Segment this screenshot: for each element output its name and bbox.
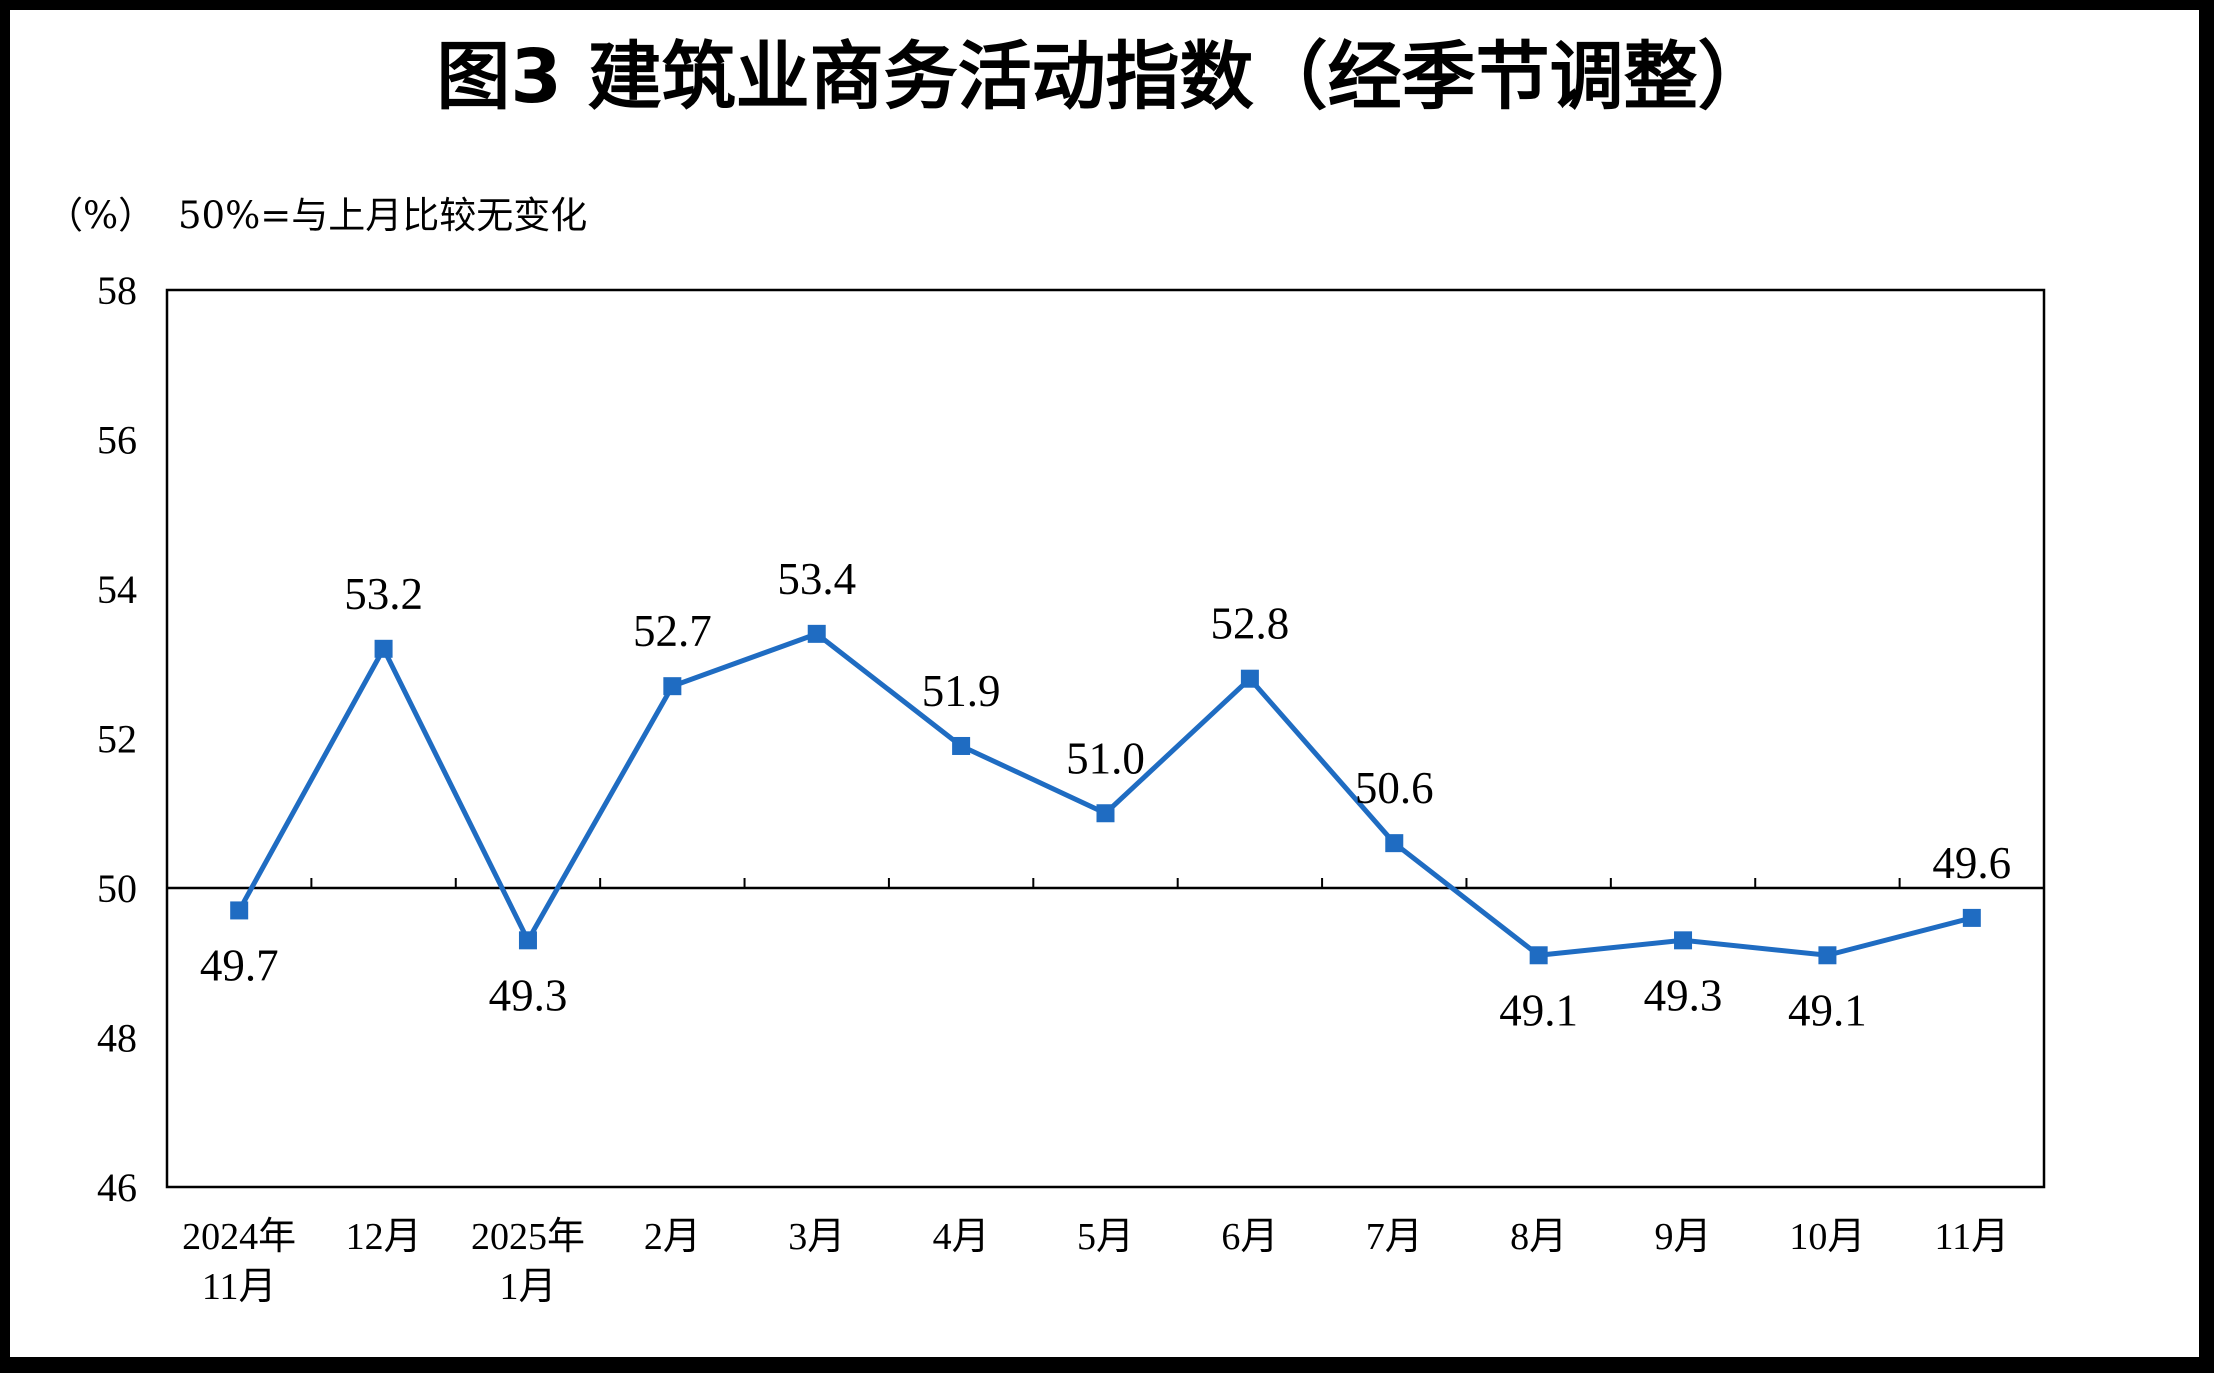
x-tick-label-line: 2024年 [182,1216,296,1258]
plot-area [165,288,2046,1189]
y-tick-label-52: 52 [97,717,137,762]
x-tick-label: 11月 [1935,1216,2010,1258]
y-axis-ticks: 46 48 50 52 54 56 58 [97,268,137,1210]
data-label: 49.1 [1788,985,1867,1035]
chart-svg: 图3 建筑业商务活动指数（经季节调整） （%） 50%=与上月比较无变化 464… [46,34,2046,1308]
x-tick-label-line: 4月 [933,1216,990,1258]
x-tick-label-line: 7月 [1366,1216,1423,1258]
data-point-marker [1962,908,1981,927]
y-tick-label-46: 46 [97,1165,137,1210]
y-tick-label-56: 56 [97,418,137,463]
data-point-marker [952,736,971,755]
data-label: 49.6 [1932,838,2011,888]
x-tick-label: 5月 [1077,1216,1134,1258]
series-construction-index [230,624,1981,965]
x-tick-label-line: 2月 [644,1216,701,1258]
data-point-marker [1385,834,1404,853]
x-tick-label: 6月 [1221,1216,1278,1258]
x-tick-label-line: 8月 [1510,1216,1567,1258]
data-point-marker [1674,931,1693,950]
x-tick-label-line: 11月 [202,1266,277,1308]
x-tick-label: 2025年 1月 [471,1216,585,1308]
x-tick-label: 4月 [933,1216,990,1258]
x-tick-label-line: 11月 [1935,1216,2010,1258]
data-point-marker [663,677,682,696]
data-label: 49.3 [1644,970,1723,1020]
y-unit-label: （%） [46,194,155,237]
series-line [237,631,1973,958]
data-label: 49.3 [489,970,568,1020]
data-point-marker [230,901,249,920]
data-label: 53.4 [777,554,856,604]
data-label: 49.7 [200,940,279,990]
x-tick-label-line: 5月 [1077,1216,1134,1258]
data-labels: 49.7 53.2 49.3 52.7 53.4 51.9 51.0 52.8 50.6 49.1… [200,554,2011,1035]
x-tick-label-line: 2025年 [471,1216,585,1258]
x-tick-label-line: 12月 [346,1216,422,1258]
chart-frame: 图3 建筑业商务活动指数（经季节调整） （%） 50%=与上月比较无变化 46 4… [10,10,2199,1357]
data-point-marker [1096,804,1115,823]
x-tick-label-line: 6月 [1221,1216,1278,1258]
y-tick-label-48: 48 [97,1016,137,1061]
x-tick-label: 8月 [1510,1216,1567,1258]
data-label: 52.7 [633,606,712,656]
data-label: 52.8 [1211,599,1290,649]
x-tick-label: 12月 [346,1216,422,1258]
x-tick-label: 10月 [1789,1216,1865,1258]
data-point-marker [518,931,537,950]
x-tick-label-line: 3月 [788,1216,845,1258]
x-tick-label-line: 9月 [1655,1216,1712,1258]
x-tick-label-line: 10月 [1789,1216,1865,1258]
data-point-marker [807,624,826,643]
y-tick-label-58: 58 [97,268,137,313]
x-tick-label: 2月 [644,1216,701,1258]
data-label: 51.0 [1066,733,1145,783]
data-label: 53.2 [344,569,423,619]
data-label: 49.1 [1499,985,1578,1035]
data-label: 50.6 [1355,763,1434,813]
chart-note: 50%=与上月比较无变化 [178,194,587,237]
x-tick-label: 7月 [1366,1216,1423,1258]
data-point-marker [1818,946,1837,965]
x-tick-label: 9月 [1655,1216,1712,1258]
x-tick-label: 2024年 11月 [182,1216,296,1308]
data-point-marker [1529,946,1548,965]
chart-title: 图3 建筑业商务活动指数（经季节调整） [436,34,1771,120]
data-label: 51.9 [922,666,1001,716]
x-tick-label: 3月 [788,1216,845,1258]
x-axis: 2024年 11月 12月 2025年 1月 2月 3月 4月 5月 6月 7月 8月 9月 10月 11月 [167,878,2044,1308]
y-tick-label-54: 54 [97,567,137,612]
x-tick-label-line: 1月 [499,1266,556,1308]
data-point-marker [374,639,393,658]
y-tick-label-50: 50 [97,866,137,911]
data-point-marker [1240,669,1259,688]
